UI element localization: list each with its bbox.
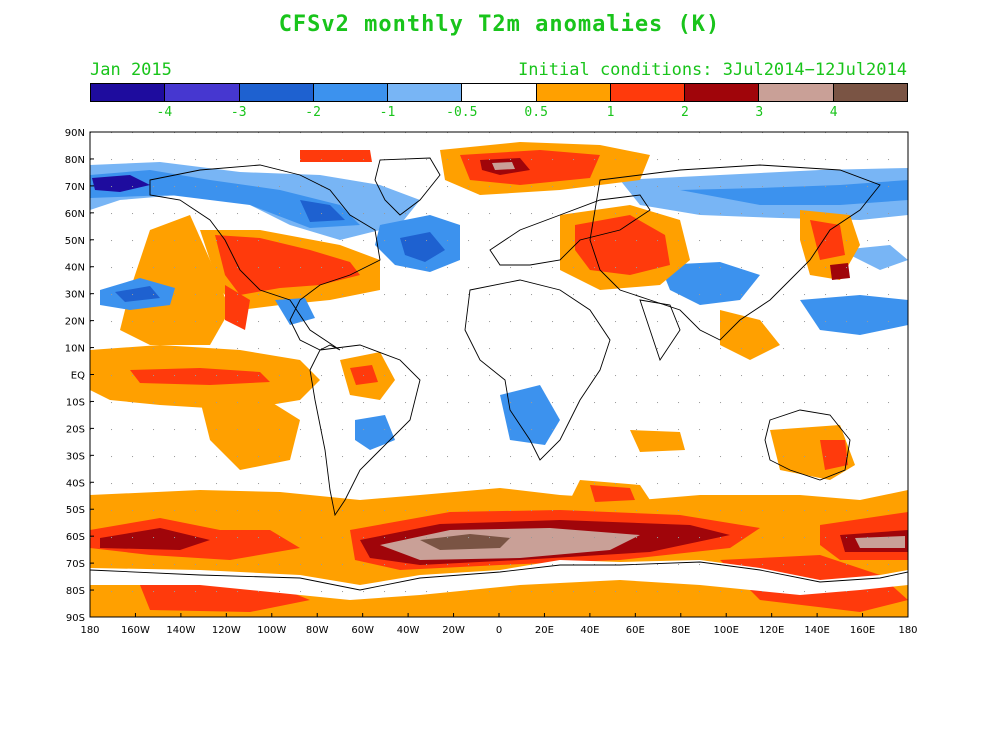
color-legend-cell [759, 84, 834, 101]
longitude-label: 80W [306, 625, 329, 636]
color-legend-cell [462, 84, 537, 101]
longitude-label: 140E [804, 625, 829, 636]
longitude-label: 100E [714, 625, 739, 636]
color-legend-cell [833, 84, 907, 101]
australia-coast [764, 409, 851, 481]
color-legend-cell [388, 84, 463, 101]
color-legend-cell [685, 84, 760, 101]
latitude-label: EQ [71, 371, 85, 382]
longitude-label: 20W [442, 625, 465, 636]
longitude-label: 160W [121, 625, 150, 636]
latitude-label: 80S [66, 586, 85, 597]
latitude-label: 80N [65, 155, 85, 166]
latitude-label: 60N [65, 209, 85, 220]
longitude-label: 120W [212, 625, 241, 636]
latitude-label: 50S [66, 505, 85, 516]
africa-coast [464, 279, 611, 461]
color-legend-label: -0.5 [446, 105, 478, 120]
north-america-coast [149, 164, 381, 351]
latitude-label: 50N [65, 236, 85, 247]
anomaly-fields [90, 132, 908, 617]
longitude-label: 60E [626, 625, 645, 636]
asia-coast [589, 164, 881, 341]
color-legend-cell [536, 84, 611, 101]
latitude-label: 20S [66, 424, 85, 435]
color-legend-label: 4 [829, 105, 838, 120]
color-legend-labels: -4 -3 -2 -1 -0.5 0.5 1 2 3 4 [90, 105, 908, 123]
color-legend-label: 3 [755, 105, 764, 120]
longitude-label: 20E [535, 625, 554, 636]
color-legend-cell [610, 84, 686, 101]
latitude-label: 90S [66, 613, 85, 624]
longitude-label: 60W [351, 625, 374, 636]
latitude-label: 70S [66, 559, 85, 570]
color-legend-label: -1 [379, 105, 396, 120]
india-coast [639, 299, 681, 362]
longitude-label: 140W [166, 625, 195, 636]
longitude-label: 180 [898, 625, 917, 636]
latitude-axis: 90N 80N 70N 60N 50N 40N 30N 20N 10N EQ 10S 20S 30S 40… [65, 128, 94, 624]
longitude-label: 120E [759, 625, 784, 636]
greenland-coast [374, 157, 441, 216]
latitude-label: 30S [66, 451, 85, 462]
chart-title: CFSv2 monthly T2m anomalies (K) [278, 12, 721, 37]
longitude-axis: 180 160W 140W 120W 100W 80W 60W 40W 20W 0 20E 40E 60… [80, 613, 918, 636]
color-legend-label: 1 [606, 105, 615, 120]
color-legend-label: 0.5 [524, 105, 548, 120]
europe-coast [489, 194, 651, 266]
forecast-month: Jan 2015 [90, 60, 172, 80]
south-america-coast [309, 344, 421, 517]
latitude-label: 10S [66, 397, 85, 408]
color-legend-cell [91, 84, 166, 101]
color-legend-label: -2 [305, 105, 321, 120]
longitude-label: 180 [80, 625, 99, 636]
latitude-label: 30N [65, 290, 85, 301]
color-legend-cell [313, 84, 389, 101]
color-legend-bar [90, 83, 908, 102]
latitude-label: 40N [65, 263, 85, 274]
longitude-label: 40E [580, 625, 599, 636]
latitude-label: 20N [65, 317, 85, 328]
latitude-label: 70N [65, 182, 85, 193]
latitude-label: 40S [66, 478, 85, 489]
latitude-label: 10N [65, 344, 85, 355]
longitude-label: 80E [671, 625, 690, 636]
antarctica-coast [90, 561, 908, 591]
longitude-label: 160E [850, 625, 875, 636]
latitude-label: 60S [66, 532, 85, 543]
coastlines [90, 157, 908, 591]
color-legend-cell [165, 84, 240, 101]
initial-conditions: Initial conditions: 3Jul2014−12Jul2014 [518, 60, 907, 80]
color-legend-label: 2 [680, 105, 689, 120]
color-legend-label: -3 [230, 105, 247, 120]
longitude-label: 100W [257, 625, 286, 636]
longitude-label: 0 [496, 625, 502, 636]
color-legend-label: -4 [156, 105, 173, 120]
longitude-label: 40W [397, 625, 420, 636]
latitude-label: 90N [65, 128, 85, 139]
color-legend-cell [239, 84, 314, 101]
